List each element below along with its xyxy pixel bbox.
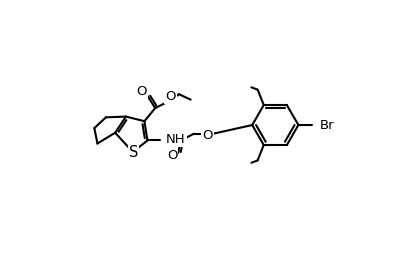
Text: S: S [129, 145, 138, 160]
Text: O: O [202, 129, 213, 141]
Text: Br: Br [320, 119, 335, 132]
Text: NH: NH [166, 133, 186, 146]
Text: O: O [167, 149, 177, 162]
Text: O: O [165, 90, 176, 103]
Text: O: O [136, 85, 147, 98]
